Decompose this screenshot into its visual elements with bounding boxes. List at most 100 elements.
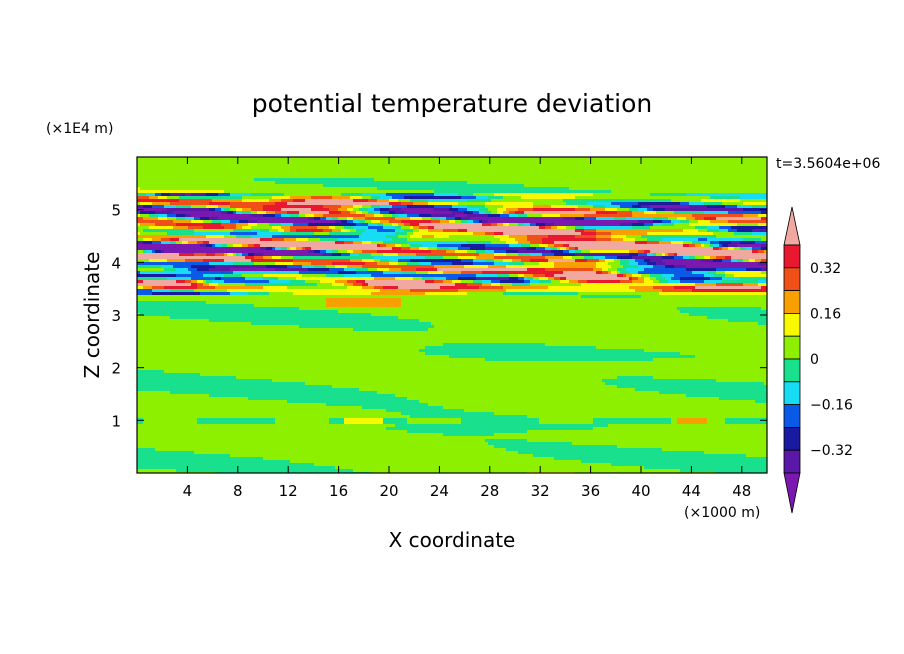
time-label: t=3.5604e+06 xyxy=(776,156,880,172)
contour-cell xyxy=(137,247,261,251)
contour-cell xyxy=(494,445,618,449)
contour-cell xyxy=(293,292,372,296)
contour-cell xyxy=(239,220,249,224)
contour-cell xyxy=(155,211,174,215)
colorbar-segment xyxy=(783,358,801,383)
contour-cell xyxy=(434,265,465,269)
contour-cell xyxy=(290,247,297,251)
contour-cell xyxy=(572,442,767,446)
contour-cell xyxy=(728,244,738,248)
contour-cell xyxy=(725,271,762,275)
contour-cell xyxy=(365,214,375,218)
contour-cell xyxy=(761,259,767,263)
contour-cell xyxy=(236,211,243,215)
contour-cell xyxy=(143,238,153,242)
contour-cell xyxy=(221,220,231,224)
contour-cell xyxy=(293,259,351,263)
contour-cell xyxy=(653,217,669,221)
contour-cell xyxy=(209,262,234,266)
contour-cell xyxy=(722,259,732,263)
contour-cell xyxy=(368,199,378,203)
contour-cell xyxy=(419,229,429,233)
contour-cell xyxy=(176,268,189,272)
contour-cell xyxy=(593,256,606,260)
contour-cell xyxy=(431,214,456,218)
contour-cell xyxy=(137,343,444,347)
contour-cell xyxy=(527,247,537,251)
contour-cell xyxy=(620,223,633,227)
contour-cell xyxy=(362,211,369,215)
contour-cell xyxy=(560,214,585,218)
contour-cell xyxy=(152,241,162,245)
contour-cell xyxy=(440,286,480,290)
contour-cell xyxy=(263,457,555,461)
contour-cell xyxy=(737,229,753,233)
contour-cell xyxy=(689,205,708,209)
contour-cell xyxy=(140,232,168,236)
contour-cell xyxy=(707,229,720,233)
colorbar-tick-label: 0.16 xyxy=(810,306,841,322)
contour-cell xyxy=(407,397,720,401)
contour-cell xyxy=(383,418,408,422)
contour-cell xyxy=(491,223,498,227)
contour-cell xyxy=(719,226,732,230)
contour-cell xyxy=(494,232,504,236)
contour-cell xyxy=(317,283,333,287)
contour-cell xyxy=(323,214,366,218)
contour-cell xyxy=(137,286,144,290)
contour-cell xyxy=(758,322,767,326)
contour-cell xyxy=(302,274,327,278)
contour-cell xyxy=(524,211,597,215)
contour-cell xyxy=(467,250,477,254)
contour-cell xyxy=(659,280,669,284)
contour-cell xyxy=(635,388,767,392)
contour-cell xyxy=(689,220,699,224)
contour-cell xyxy=(485,244,510,248)
contour-cell xyxy=(371,292,426,296)
contour-cell xyxy=(341,211,351,215)
contour-cell xyxy=(269,229,279,233)
contour-cell xyxy=(308,217,315,221)
contour-cell xyxy=(737,259,744,263)
contour-cell xyxy=(248,220,258,224)
contour-cell xyxy=(191,277,216,281)
x-axis-unit: (×1000 m) xyxy=(684,505,760,521)
contour-cell xyxy=(359,220,366,224)
contour-cell xyxy=(632,223,645,227)
contour-cell xyxy=(554,262,597,266)
contour-cell xyxy=(743,283,759,287)
contour-cell xyxy=(275,181,468,185)
contour-cell xyxy=(671,421,678,425)
contour-cell xyxy=(143,241,153,245)
contour-cell xyxy=(398,286,441,290)
contour-cell xyxy=(137,376,237,380)
contour-cell xyxy=(695,226,708,230)
contour-cell xyxy=(704,256,711,260)
contour-cell xyxy=(230,232,258,236)
contour-cell xyxy=(479,286,504,290)
contour-cell xyxy=(137,325,300,329)
contour-cell xyxy=(281,232,315,236)
contour-cell xyxy=(263,253,324,257)
contour-cell xyxy=(185,259,204,263)
contour-cell xyxy=(140,214,150,218)
contour-cell xyxy=(143,205,153,209)
contour-cell xyxy=(197,283,204,287)
contour-cell xyxy=(467,205,486,209)
contour-cell xyxy=(137,370,165,374)
contour-cell xyxy=(299,307,678,311)
contour-cell xyxy=(509,277,519,281)
contour-cell xyxy=(515,211,525,215)
contour-cell xyxy=(500,238,516,242)
contour-cell xyxy=(365,220,372,224)
contour-cell xyxy=(434,280,444,284)
contour-cell xyxy=(545,247,552,251)
contour-cell xyxy=(635,238,648,242)
contour-cell xyxy=(326,298,402,302)
contour-cell xyxy=(410,235,423,239)
contour-cell xyxy=(677,418,708,422)
contour-cell xyxy=(206,280,213,284)
contour-cell xyxy=(137,364,767,368)
contour-cell xyxy=(452,280,462,284)
contour-cell xyxy=(224,235,237,239)
